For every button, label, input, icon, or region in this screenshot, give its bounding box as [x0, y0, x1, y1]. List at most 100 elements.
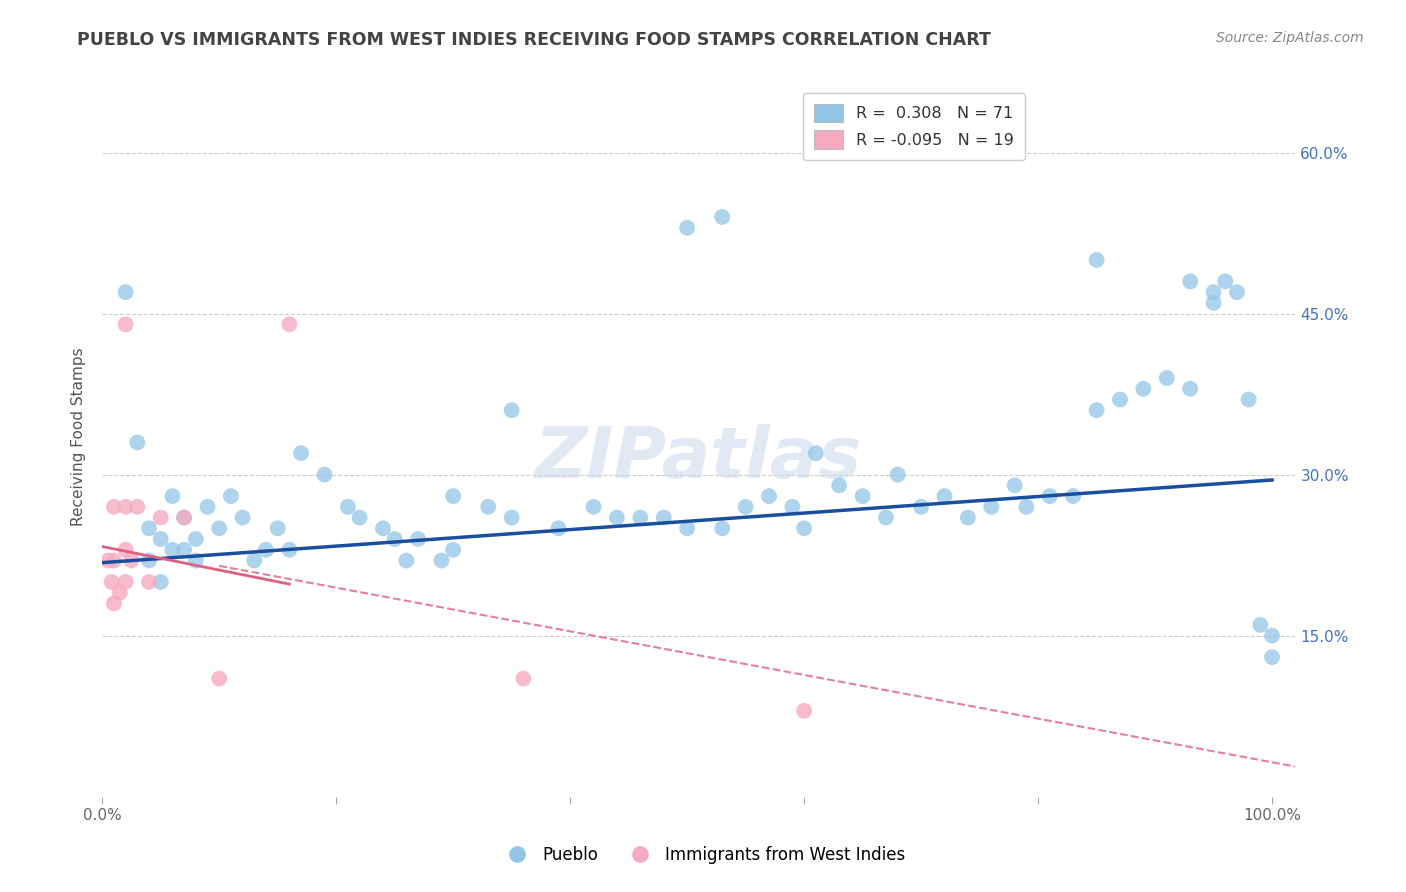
Point	[1039, 489, 1062, 503]
Point	[1132, 382, 1154, 396]
Point	[628, 510, 651, 524]
Point	[1202, 285, 1225, 300]
Point	[243, 553, 266, 567]
Point	[1015, 500, 1038, 514]
Legend: Pueblo, Immigrants from West Indies: Pueblo, Immigrants from West Indies	[494, 839, 912, 871]
Text: ZIPatlas: ZIPatlas	[536, 424, 862, 493]
Point	[441, 489, 464, 503]
Point	[149, 510, 172, 524]
Point	[980, 500, 1002, 514]
Point	[173, 510, 195, 524]
Point	[173, 510, 195, 524]
Point	[208, 672, 231, 686]
Point	[1004, 478, 1026, 492]
Point	[149, 574, 172, 589]
Point	[652, 510, 675, 524]
Point	[173, 542, 195, 557]
Point	[711, 521, 734, 535]
Text: PUEBLO VS IMMIGRANTS FROM WEST INDIES RECEIVING FOOD STAMPS CORRELATION CHART: PUEBLO VS IMMIGRANTS FROM WEST INDIES RE…	[77, 31, 991, 49]
Point	[512, 672, 534, 686]
Point	[501, 403, 523, 417]
Point	[114, 500, 136, 514]
Point	[1202, 296, 1225, 310]
Point	[934, 489, 956, 503]
Point	[114, 574, 136, 589]
Text: Source: ZipAtlas.com: Source: ZipAtlas.com	[1216, 31, 1364, 45]
Point	[254, 542, 277, 557]
Point	[103, 553, 125, 567]
Point	[1237, 392, 1260, 407]
Point	[1156, 371, 1178, 385]
Point	[547, 521, 569, 535]
Point	[127, 500, 149, 514]
Point	[371, 521, 394, 535]
Point	[1213, 274, 1236, 288]
Y-axis label: Receiving Food Stamps: Receiving Food Stamps	[72, 348, 86, 526]
Point	[1249, 618, 1271, 632]
Point	[1261, 629, 1284, 643]
Point	[278, 542, 301, 557]
Point	[114, 542, 136, 557]
Point	[501, 510, 523, 524]
Point	[1062, 489, 1084, 503]
Point	[336, 500, 359, 514]
Point	[793, 521, 815, 535]
Point	[758, 489, 780, 503]
Point	[127, 435, 149, 450]
Point	[441, 542, 464, 557]
Point	[100, 574, 122, 589]
Point	[734, 500, 756, 514]
Point	[120, 553, 142, 567]
Point	[1261, 650, 1284, 665]
Point	[232, 510, 254, 524]
Point	[793, 704, 815, 718]
Point	[606, 510, 628, 524]
Point	[711, 210, 734, 224]
Point	[886, 467, 908, 482]
Point	[676, 521, 699, 535]
Point	[103, 597, 125, 611]
Point	[138, 521, 160, 535]
Point	[956, 510, 979, 524]
Point	[114, 318, 136, 332]
Point	[782, 500, 804, 514]
Point	[395, 553, 418, 567]
Point	[804, 446, 827, 460]
Point	[676, 220, 699, 235]
Point	[97, 553, 120, 567]
Point	[384, 532, 406, 546]
Point	[582, 500, 605, 514]
Point	[184, 532, 207, 546]
Point	[349, 510, 371, 524]
Point	[138, 553, 160, 567]
Point	[208, 521, 231, 535]
Point	[1085, 252, 1108, 267]
Point	[114, 285, 136, 300]
Point	[149, 532, 172, 546]
Point	[430, 553, 453, 567]
Point	[138, 574, 160, 589]
Point	[406, 532, 429, 546]
Point	[1085, 403, 1108, 417]
Point	[108, 585, 131, 599]
Point	[875, 510, 897, 524]
Point	[828, 478, 851, 492]
Point	[290, 446, 312, 460]
Point	[910, 500, 932, 514]
Point	[184, 553, 207, 567]
Point	[162, 489, 184, 503]
Legend: R =  0.308   N = 71, R = -0.095   N = 19: R = 0.308 N = 71, R = -0.095 N = 19	[803, 93, 1025, 160]
Point	[852, 489, 875, 503]
Point	[278, 318, 301, 332]
Point	[1178, 382, 1201, 396]
Point	[314, 467, 336, 482]
Point	[162, 542, 184, 557]
Point	[477, 500, 499, 514]
Point	[197, 500, 219, 514]
Point	[1178, 274, 1201, 288]
Point	[103, 500, 125, 514]
Point	[219, 489, 242, 503]
Point	[267, 521, 290, 535]
Point	[1109, 392, 1132, 407]
Point	[1226, 285, 1249, 300]
